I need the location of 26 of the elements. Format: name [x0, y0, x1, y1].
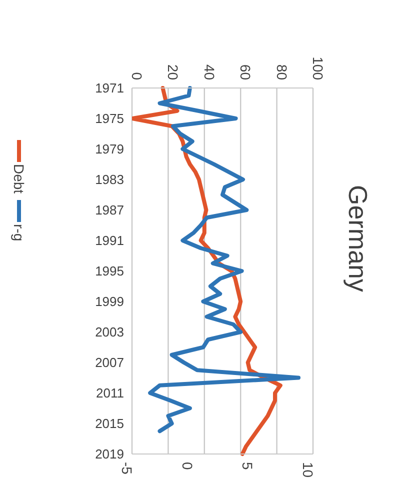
y-tick-label: 1975 — [95, 111, 124, 126]
y-tick-label: 1971 — [95, 80, 124, 96]
x2-tick-label: 40 — [201, 64, 218, 80]
legend-label: r-g — [11, 224, 27, 241]
x-tick-label: 10 — [300, 462, 316, 478]
y-tick-label: 1999 — [95, 294, 124, 310]
y-tick-label: 1995 — [95, 264, 124, 279]
y-tick-label: 1987 — [95, 202, 124, 218]
y-tick-label: 1991 — [95, 233, 124, 248]
text: Germany — [342, 185, 373, 292]
x2-tick-label: 20 — [165, 64, 182, 80]
y-tick-label: 1983 — [95, 172, 124, 188]
x2-tick-label: 100 — [310, 56, 326, 80]
x-tick-label: -5 — [119, 462, 136, 475]
y-tick-label: 2011 — [96, 386, 124, 401]
y-tick-label: 1979 — [95, 142, 124, 157]
y-tick-label: 2015 — [95, 416, 124, 432]
y-tick-label: 2003 — [95, 324, 124, 340]
x-tick-label: 0 — [179, 462, 196, 470]
x2-tick-label: 0 — [129, 72, 145, 80]
x2-tick-label: 80 — [274, 64, 290, 80]
y-tick-label: 2019 — [95, 446, 124, 462]
y-tick-label: 2007 — [95, 355, 124, 370]
legend-label: Debt — [11, 164, 27, 194]
x-tick-label: 5 — [240, 462, 256, 470]
x2-tick-label: 60 — [238, 64, 254, 80]
